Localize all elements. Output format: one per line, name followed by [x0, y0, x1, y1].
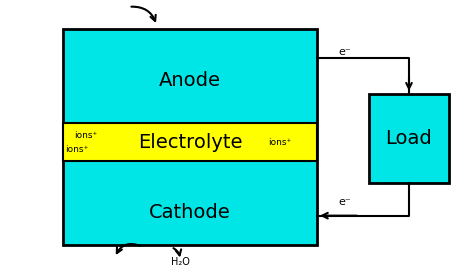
Text: H₂O: H₂O [171, 257, 190, 267]
Text: Load: Load [386, 129, 432, 148]
Text: Anode: Anode [159, 70, 221, 90]
Text: Cathode: Cathode [149, 203, 231, 222]
Text: ions⁺: ions⁺ [74, 131, 98, 140]
Text: e⁻: e⁻ [338, 47, 351, 56]
FancyBboxPatch shape [63, 124, 317, 161]
FancyBboxPatch shape [63, 28, 317, 246]
Text: e⁻: e⁻ [338, 197, 351, 207]
Text: ions⁺: ions⁺ [65, 145, 88, 154]
FancyBboxPatch shape [369, 94, 449, 183]
Text: ions⁺: ions⁺ [268, 138, 291, 147]
Text: Electrolyte: Electrolyte [137, 133, 242, 152]
